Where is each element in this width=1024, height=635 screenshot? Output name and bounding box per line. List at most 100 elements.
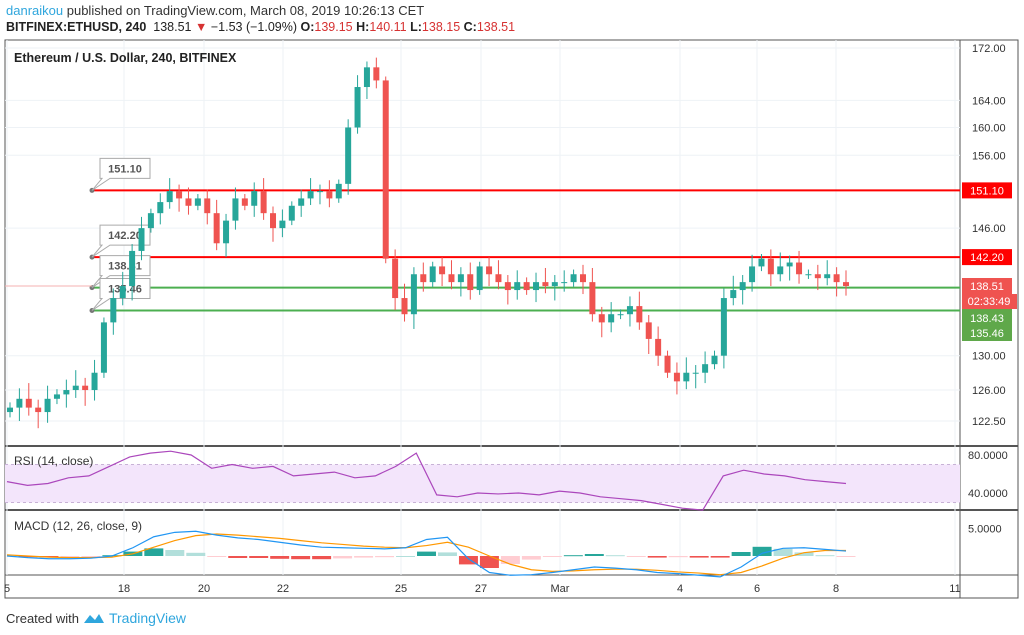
macd-histogram-bar <box>144 548 164 556</box>
macd-histogram-bar <box>605 555 625 557</box>
candle-body <box>241 198 248 206</box>
macd-histogram-bar <box>689 556 709 558</box>
open-value: 139.15 <box>314 20 353 34</box>
macd-histogram-bar <box>836 556 856 557</box>
price-tick-label: 156.00 <box>972 150 1006 162</box>
macd-histogram-bar <box>668 556 688 558</box>
level-callout-label: 138.31 <box>108 261 142 273</box>
candle-body <box>288 205 295 221</box>
low-value: 138.15 <box>421 20 461 34</box>
candle-body <box>223 220 230 244</box>
macd-histogram-bar <box>354 556 374 558</box>
candle-body <box>110 298 117 323</box>
candle-body <box>410 274 417 315</box>
candle-body <box>72 385 79 391</box>
price-chart[interactable]: 5 18 20 22 25 27 Mar 4 6 8 11 172.00 164.00 160.00 156… <box>0 0 1024 600</box>
price-tag-151: 151.10 <box>970 185 1004 197</box>
candle-body <box>251 191 258 206</box>
change: −1.53 (−1.09%) <box>210 20 298 34</box>
candle-body <box>533 282 540 291</box>
last-price: 138.51 <box>153 20 192 34</box>
candle-body <box>166 191 173 203</box>
candle-body <box>448 274 455 283</box>
macd-histogram-bar <box>437 552 457 556</box>
candle-body <box>720 298 727 356</box>
symbol: BITFINEX:ETHUSD, 240 <box>6 20 147 34</box>
tradingview-link[interactable]: TradingView <box>108 610 187 626</box>
x-tick-label: 11 <box>949 583 960 595</box>
macd-histogram-bar <box>270 556 290 559</box>
x-tick-label: 6 <box>754 583 760 595</box>
candle-body <box>53 394 60 399</box>
price-tag-last-bg <box>962 278 1012 295</box>
price-tag-151-bg <box>962 182 1012 199</box>
price-tick-label: 172.00 <box>972 43 1006 55</box>
price-tag-last: 138.51 <box>970 281 1004 293</box>
candle-body <box>683 372 690 382</box>
candle-body <box>814 274 821 279</box>
macd-histogram-bar <box>396 556 416 557</box>
tradingview-logo-icon <box>83 614 104 623</box>
candle-body <box>63 390 70 395</box>
candle-body <box>392 258 399 299</box>
green-tags-bg <box>962 309 1012 341</box>
candle-body <box>664 355 671 373</box>
macd-histogram-bar <box>81 556 101 557</box>
macd-histogram-bar <box>563 555 583 557</box>
price-tag-138-43: 138.43 <box>970 313 1004 325</box>
candle-body <box>570 274 577 283</box>
candle-body <box>279 220 286 229</box>
candle-body <box>467 274 474 291</box>
price-tag-135-46: 135.46 <box>970 328 1004 340</box>
candle-body <box>589 282 596 315</box>
chart-frame <box>4 39 1019 599</box>
macd-histogram-bar <box>752 546 772 556</box>
price-tick-label: 160.00 <box>972 122 1006 134</box>
rsi-label: RSI (14, close) <box>14 454 93 468</box>
macd-label: MACD (12, 26, close, 9) <box>14 519 142 533</box>
candle-body <box>100 322 107 373</box>
x-tick-label: 5 <box>4 583 10 595</box>
candle-body <box>617 314 624 316</box>
published-text: published on TradingView.com, March 08, … <box>66 3 425 18</box>
candle-body <box>692 372 699 374</box>
macd-histogram-bar <box>375 556 395 558</box>
candle-body <box>579 274 586 283</box>
author-link[interactable]: danraikou <box>6 3 64 18</box>
candle-body <box>307 191 314 199</box>
chart-title: Ethereum / U.S. Dollar, 240, BITFINEX <box>14 51 237 65</box>
candle-body <box>523 282 530 291</box>
candle-body <box>749 266 756 283</box>
macd-signal-line <box>6 533 846 576</box>
publish-info: danraikou published on TradingView.com, … <box>6 3 424 18</box>
macd-histogram-bar <box>228 556 248 558</box>
candle-body <box>551 282 558 287</box>
level-callout <box>91 224 151 258</box>
footer: Created with TradingView <box>6 610 186 626</box>
candle-body <box>429 266 436 283</box>
high-label: H: <box>356 20 370 34</box>
candle-body <box>561 282 568 284</box>
price-tag-142-bg <box>962 249 1012 266</box>
candle-body <box>185 198 192 206</box>
candle-body <box>354 87 361 128</box>
candle-body <box>636 306 643 323</box>
candle-body <box>260 191 267 214</box>
macd-line <box>6 530 847 578</box>
candle-body <box>786 262 793 267</box>
macd-histogram-bar <box>500 556 520 564</box>
price-tick-label: 130.00 <box>972 351 1006 363</box>
candle-body <box>7 407 13 413</box>
candle-body <box>702 364 709 373</box>
candle-body <box>626 306 633 315</box>
macd-histogram-bar <box>479 556 499 568</box>
candle-body <box>316 191 323 193</box>
candle-body <box>213 213 220 244</box>
level-callout-label: 142.20 <box>108 230 142 242</box>
candle-body <box>514 282 521 291</box>
candle-body <box>129 250 136 287</box>
macd-histogram-bar <box>312 556 332 560</box>
macd-histogram-bar <box>815 555 835 557</box>
macd-histogram-bar <box>710 556 730 558</box>
close-value: 138.51 <box>476 20 516 34</box>
